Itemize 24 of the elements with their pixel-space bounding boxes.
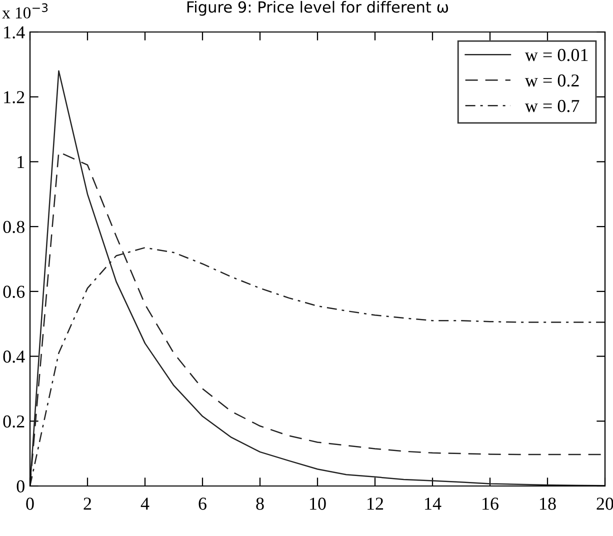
x-tick-label: 0 (26, 498, 34, 510)
y-tick-label: 0.2 (3, 415, 24, 428)
x-tick-label: 14 (425, 498, 442, 510)
legend-label: w = 0.7 (524, 100, 580, 112)
x-tick-label: 2 (84, 498, 92, 510)
x-tick-label: 4 (140, 498, 150, 510)
y-tick-label: 0.8 (3, 220, 24, 234)
y-tick-label: 1 (18, 156, 24, 168)
y-tick-label: 1.4 (4, 26, 25, 39)
legend-label: w = 0.01 (524, 48, 588, 62)
x-tick-label: 8 (256, 498, 264, 510)
y-tick-label: 0.6 (3, 286, 25, 298)
y-tick-label: 0 (16, 480, 24, 492)
x-tick-label: 6 (198, 498, 206, 510)
x-tick-label: 18 (540, 498, 556, 510)
x-tick-label: 20 (596, 498, 613, 510)
y-tick-label: 1.2 (4, 91, 24, 104)
y-tick-label: 0.4 (3, 350, 25, 363)
chart-title: Figure 9: Price level for different ω (187, 0, 448, 16)
x-tick-label: 16 (482, 498, 498, 510)
x-tick-label: 12 (368, 498, 384, 510)
text: x 10$^{−3}$ (2, 3, 48, 18)
legend-label: w = 0.2 (524, 74, 579, 87)
x-tick-label: 10 (310, 498, 326, 510)
